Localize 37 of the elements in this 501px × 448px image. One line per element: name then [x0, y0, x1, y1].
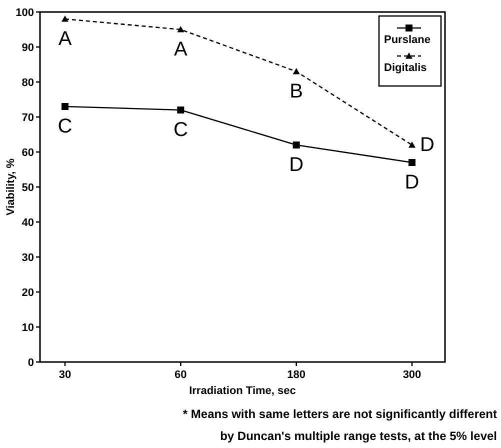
- x-tick-label: 300: [402, 369, 422, 381]
- x-tick-label: 30: [58, 369, 72, 381]
- point: [177, 106, 184, 114]
- y-tick-label: 80: [22, 77, 34, 89]
- x-tick-label: 180: [287, 369, 306, 381]
- x-axis-title: Irradiation Time, sec: [189, 385, 296, 397]
- y-tick-label: 10: [22, 322, 34, 334]
- x-tick-label: 60: [174, 369, 187, 381]
- y-axis-title: Viability, %: [5, 158, 17, 216]
- legend-label: Digitalis: [384, 62, 427, 74]
- annotation: D: [404, 172, 420, 194]
- point: [62, 16, 68, 22]
- point: [177, 26, 184, 32]
- point: [408, 142, 416, 148]
- point: [408, 159, 416, 166]
- y-tick-label: 30: [22, 252, 34, 264]
- point: [62, 103, 68, 110]
- annotation: D: [289, 154, 304, 176]
- y-tick-label: 0: [28, 357, 34, 369]
- point: [292, 142, 300, 148]
- legend-label: Purslane: [384, 34, 430, 46]
- annotation: D: [420, 134, 434, 156]
- text: by Duncan's multiple range tests, at the 5% level: [220, 429, 497, 443]
- y-tick-label: 70: [22, 112, 34, 124]
- annotation: B: [290, 80, 304, 102]
- annotation: C: [58, 116, 72, 138]
- y-tick-label: 100: [16, 7, 34, 19]
- y-tick-label: 60: [22, 147, 34, 159]
- y-tick-label: 20: [22, 287, 34, 299]
- point: [292, 68, 300, 74]
- text: * Means with same letters are not significantly different: [182, 407, 497, 421]
- annotation: A: [58, 28, 72, 50]
- y-tick-label: 90: [22, 42, 34, 54]
- annotation: A: [174, 38, 188, 60]
- y-tick-label: 50: [22, 182, 34, 194]
- y-tick-label: 40: [22, 217, 34, 229]
- annotation: C: [173, 119, 188, 141]
